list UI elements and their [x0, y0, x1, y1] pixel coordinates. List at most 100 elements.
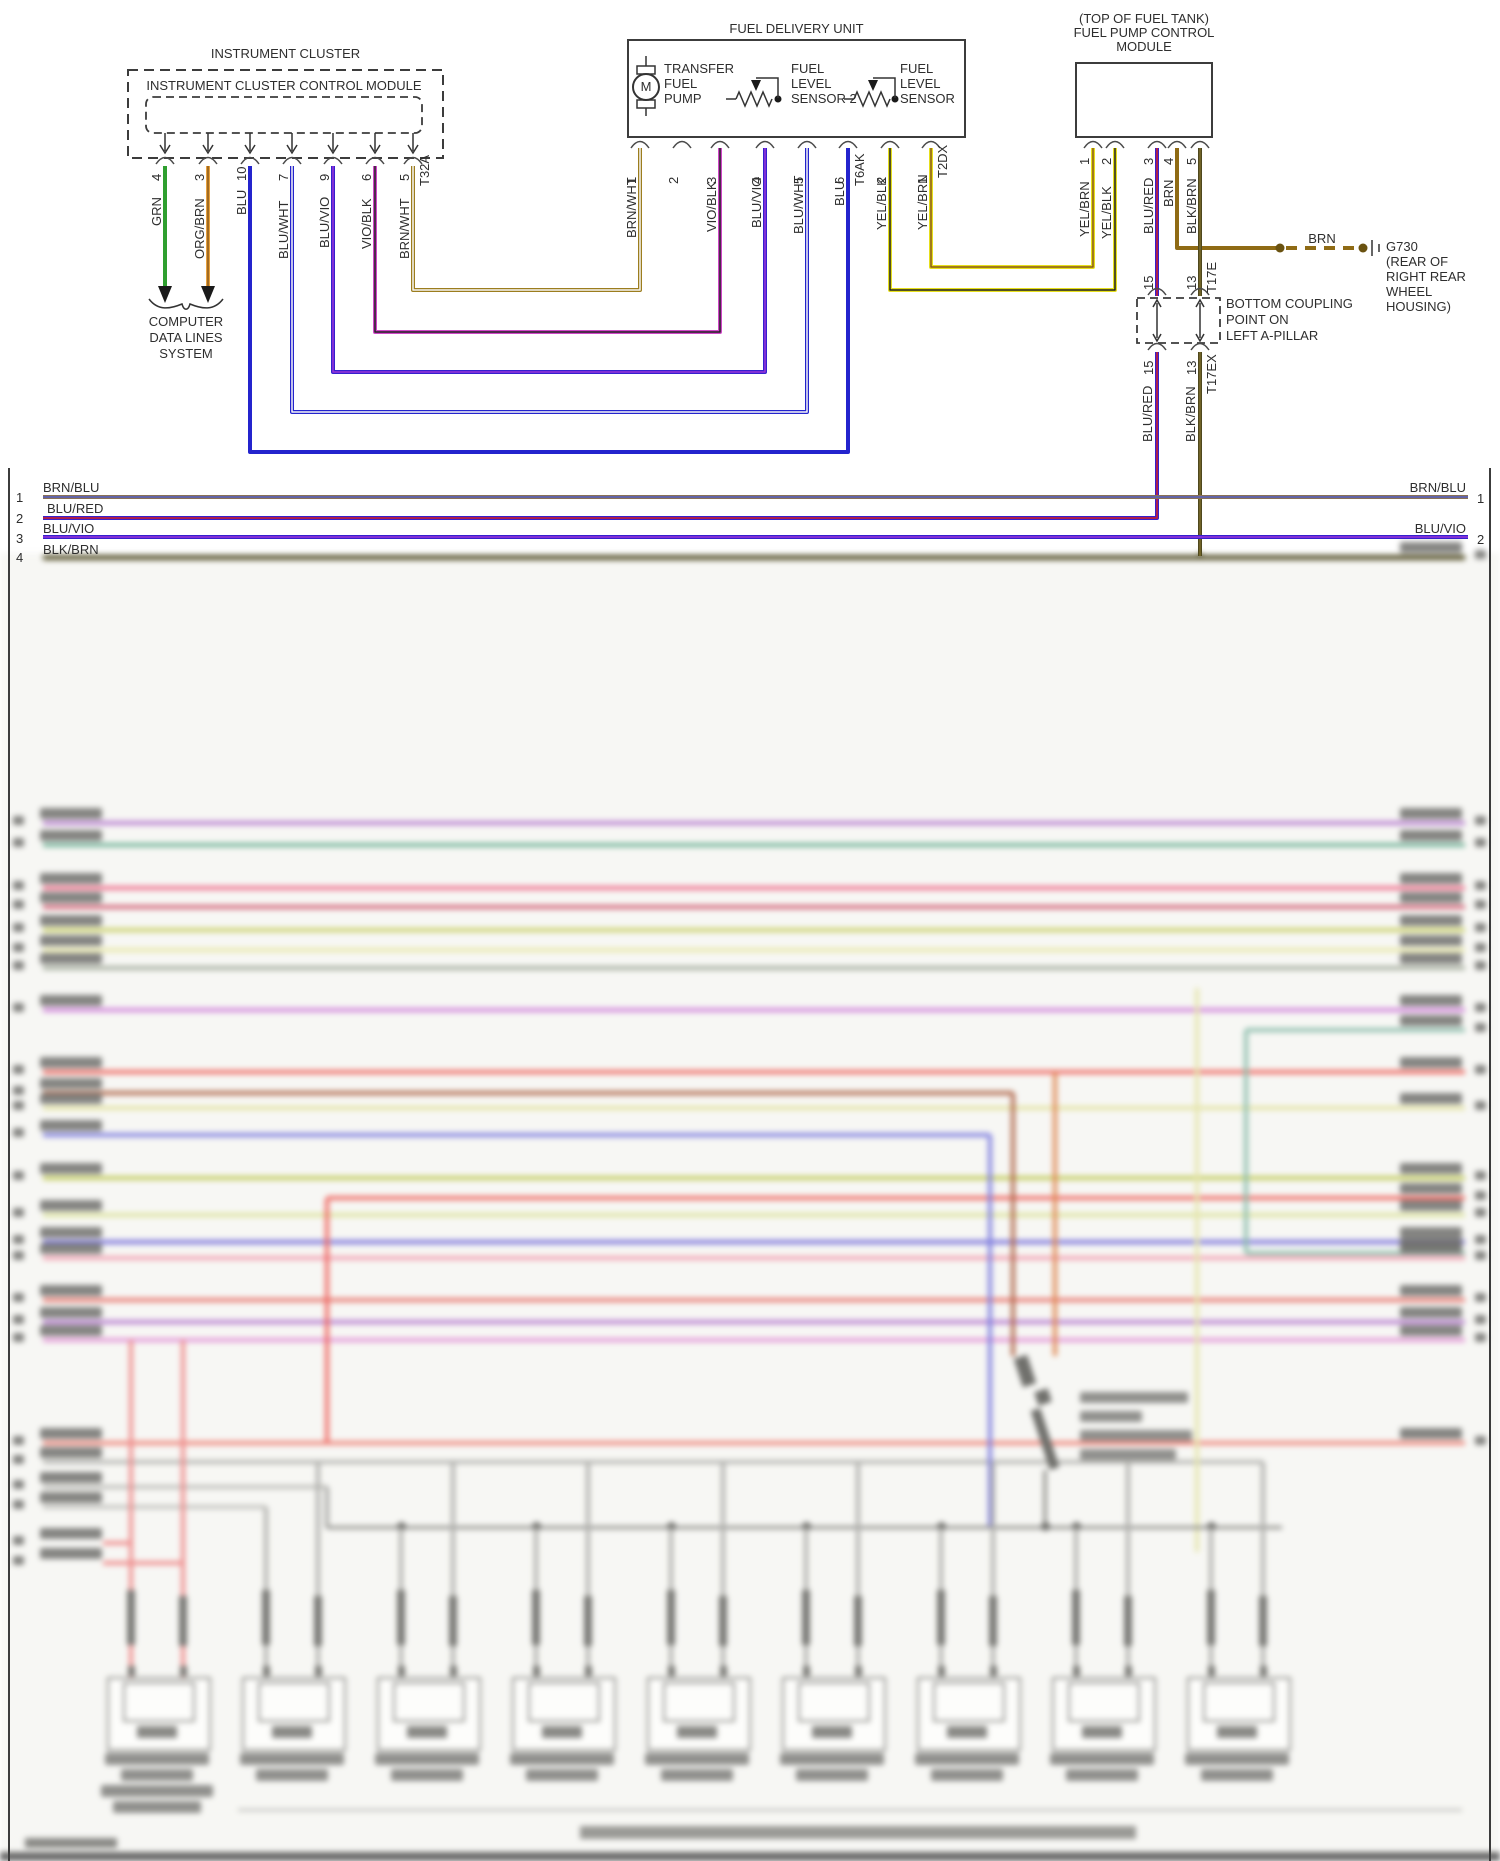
blurred-watermark [25, 1838, 117, 1848]
ic-pin-number: 5 [397, 173, 412, 181]
injector-inner-box [663, 1682, 735, 1722]
injector-caption-blob [1050, 1753, 1154, 1765]
blurred-component-text [1080, 1449, 1176, 1460]
injector-inner-blob [137, 1726, 177, 1738]
blurred-right-number [1475, 1171, 1486, 1180]
fpcm-pin-number: 5 [1184, 157, 1199, 165]
row-number: 4 [16, 550, 24, 565]
blurred-wire-vertical [129, 1340, 133, 1545]
blurred-right-number [1475, 1101, 1486, 1110]
coupling-top-pin-number: 13 [1184, 275, 1199, 290]
blurred-left-label [40, 1093, 102, 1104]
pin-bracket [365, 156, 385, 165]
blurred-component-text [1080, 1430, 1192, 1441]
injector-connector-tick [1072, 1590, 1080, 1645]
blurred-left-number [13, 1101, 24, 1110]
fuel-level-sensor-label: LEVEL [900, 76, 941, 91]
blurred-left-label [40, 1243, 102, 1254]
injector-caption-blob [661, 1769, 733, 1781]
row-wire-label: BLK/BRN [43, 542, 99, 557]
ic-pin-number: 4 [149, 173, 164, 181]
blurred-bottom-caption [580, 1826, 1136, 1839]
ground-location-label: RIGHT REAR [1386, 269, 1466, 284]
injector-pin-nub [263, 1666, 270, 1676]
blurred-splice-dot [397, 1522, 406, 1531]
blurred-right-label [1400, 808, 1462, 819]
blurred-left-number [13, 1315, 24, 1324]
coupling-arrowhead-down [1152, 333, 1162, 343]
blurred-left-number [13, 1235, 24, 1244]
injector-connector-tick [584, 1596, 592, 1646]
blurred-right-label [1400, 1163, 1462, 1174]
coupling-arrowhead-up [1195, 298, 1205, 308]
pin-bracket [1147, 342, 1167, 351]
motor-letter: M [640, 79, 652, 94]
blurred-left-number [13, 1128, 24, 1137]
blurred-right-label [1400, 1243, 1462, 1254]
blurred-splice-dot [1072, 1522, 1081, 1531]
injector-inner-blob [1082, 1726, 1122, 1738]
ic-pin-wire-label: VIO/BLK [359, 198, 374, 249]
blurred-left-number [13, 1171, 24, 1180]
ic-arrowhead [369, 144, 381, 155]
blurred-wire-vertical [325, 1487, 329, 1528]
injector-wire-right [1126, 1462, 1130, 1677]
injector-inner-blob [1217, 1726, 1257, 1738]
blurred-right-label [1400, 1200, 1462, 1211]
blurred-right-number [1475, 1333, 1486, 1342]
pin-bracket [155, 156, 175, 165]
ic-pin-number: 3 [192, 173, 207, 181]
blurred-left-number [13, 943, 24, 952]
ground-location-label: (REAR OF [1386, 254, 1449, 269]
row-wire-label: BRN/BLU [43, 480, 100, 495]
blurred-left-label [40, 1447, 102, 1458]
pin-bracket [1190, 342, 1210, 351]
fuel-level-sensor-symbol [844, 77, 899, 108]
blurred-right-label [1400, 915, 1462, 926]
blurred-left-number [13, 1003, 24, 1012]
motor-symbol [632, 56, 660, 116]
blurred-left-label [40, 830, 102, 841]
coupling-bottom-pin-number: 15 [1141, 360, 1156, 375]
fpcm-pin-wire-label: YEL/BRN [1077, 181, 1092, 237]
blurred-left-number [13, 1536, 24, 1545]
injector-inner-box [1203, 1682, 1275, 1722]
pin-bracket [1190, 287, 1210, 296]
coupling-bottom-wire-label: BLU/RED [1140, 385, 1155, 442]
injector-inner-box [1068, 1682, 1140, 1722]
blurred-right-label [1400, 995, 1462, 1006]
injector-pin-nub [398, 1666, 405, 1676]
injector-inner-blob [947, 1726, 987, 1738]
coupling-bottom-pin-number: 13 [1184, 360, 1199, 375]
blurred-left-number [13, 1293, 24, 1302]
blurred-left-label [40, 1528, 102, 1539]
blurred-wire-row [43, 1091, 1013, 1095]
injector-pin-nub [128, 1666, 135, 1676]
ground-location-label: G730 [1386, 239, 1418, 254]
coupling-top-pin-number: 15 [1141, 275, 1156, 290]
pin-bracket [1147, 140, 1167, 149]
blurred-left-label [40, 1307, 102, 1318]
injector-pin-nub [180, 1666, 187, 1676]
pin-bracket [1167, 140, 1187, 149]
fpcm-pin-wire-label: BLK/BRN [1184, 178, 1199, 234]
blurred-wire-row [43, 1338, 1465, 1342]
injector-inner-box [528, 1682, 600, 1722]
blurred-left-label [40, 935, 102, 946]
coupling-arrowhead-up [1152, 298, 1162, 308]
blurred-wire-row [43, 886, 1465, 890]
blurred-left-number [13, 1208, 24, 1217]
coupling-bottom-wire-label: BLK/BRN [1183, 386, 1198, 442]
injector-caption-blob [113, 1801, 201, 1813]
injector-caption-blob [645, 1753, 749, 1765]
blurred-wire-vertical [325, 1198, 329, 1443]
pin-bracket [240, 156, 260, 165]
splice-dot [1275, 243, 1285, 253]
blurred-right-number [1475, 550, 1486, 559]
blurred-left-number [13, 1500, 24, 1509]
injector-caption-blob [526, 1769, 598, 1781]
pin-bracket [921, 140, 941, 149]
row-number: 2 [16, 511, 24, 526]
blurred-right-number [1475, 1315, 1486, 1324]
blurred-right-number [1475, 961, 1486, 970]
